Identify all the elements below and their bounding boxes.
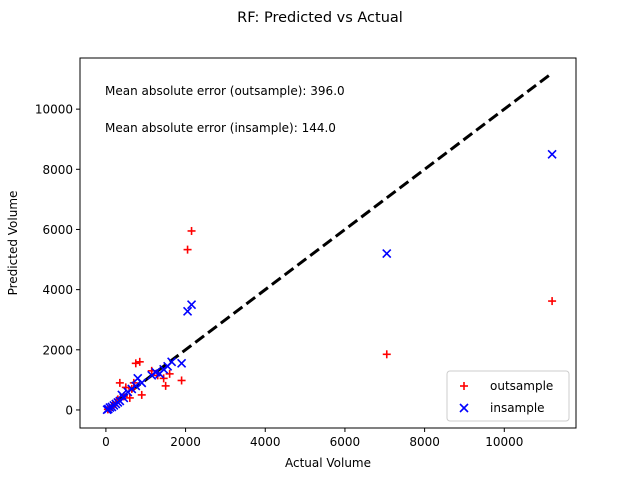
- insample-point: [123, 387, 133, 397]
- legend-label-outsample: outsample: [490, 379, 553, 393]
- x-tick-label: 10000: [485, 435, 523, 449]
- insample-point-d2: [177, 358, 187, 368]
- insample-point: [177, 358, 187, 368]
- insample-point-d2: [547, 149, 557, 159]
- insample-point: [547, 149, 557, 159]
- data-points-layer: [102, 149, 557, 415]
- x-tick-label: 2000: [170, 435, 201, 449]
- outsample-point: [131, 359, 140, 368]
- y-tick-label: 8000: [42, 163, 73, 177]
- x-tick-label: 8000: [409, 435, 440, 449]
- insample-point-d2: [117, 390, 127, 400]
- outsample-point: [177, 376, 186, 385]
- insample-point-d2: [137, 378, 147, 388]
- outsample-point: [125, 393, 134, 402]
- axes-frame: [79, 57, 577, 429]
- x-tick-label: 6000: [330, 435, 361, 449]
- legend-box: [446, 370, 570, 422]
- legend-insample-glyph-d2: [459, 403, 469, 413]
- insample-point-d2: [183, 306, 193, 316]
- chart-title: RF: Predicted vs Actual: [237, 10, 403, 26]
- x-axis-ticks: 0 2000 4000 6000 8000 10000: [102, 428, 523, 449]
- y-tick-label: 6000: [42, 223, 73, 237]
- insample-point-d2: [382, 248, 392, 259]
- reference-line-layer: [104, 71, 554, 412]
- insample-point: [133, 373, 143, 383]
- y-tick-label: 2000: [42, 343, 73, 357]
- legend-marker-outsample: [460, 382, 468, 390]
- x-tick-label: 0: [102, 435, 110, 449]
- outsample-point: [135, 357, 144, 366]
- annotation-insample-mae: Mean absolute error (insample): 144.0: [105, 121, 336, 135]
- legend-outsample-glyph: [460, 382, 468, 390]
- y-axis-label: Predicted Volume: [6, 191, 20, 296]
- insample-point-d2: [147, 370, 157, 380]
- outsample-point: [115, 378, 124, 387]
- y-tick-label: 10000: [35, 103, 73, 117]
- outsample-point: [165, 369, 174, 378]
- x-tick-label: 4000: [250, 435, 281, 449]
- legend-insample-glyph: [459, 403, 469, 413]
- legend-label-insample: insample: [490, 401, 545, 415]
- y-tick-label: 4000: [42, 283, 73, 297]
- annotation-outsample-mae: Mean absolute error (outsample): 396.0: [105, 84, 345, 98]
- outsample-point: [137, 390, 146, 399]
- y-axis-ticks: 0 2000 4000 6000 8000 10000: [35, 103, 80, 417]
- outsample-point: [382, 350, 391, 359]
- insample-point-d2: [155, 369, 165, 379]
- insample-point: [147, 370, 157, 380]
- legend: outsample insample: [446, 370, 570, 422]
- insample-point: [183, 306, 193, 316]
- outsample-point: [161, 381, 170, 390]
- outsample-point: [548, 297, 557, 306]
- outsample-point: [183, 245, 192, 254]
- insample-point: [186, 300, 197, 310]
- insample-point-d2: [102, 405, 112, 415]
- insample-point: [117, 390, 127, 400]
- insample-point: [102, 405, 112, 415]
- insample-point-d2: [186, 300, 197, 310]
- reference-line: [104, 71, 554, 412]
- insample-point-d2: [133, 373, 143, 383]
- y-tick-label: 0: [65, 403, 73, 417]
- x-axis-label: Actual Volume: [285, 456, 371, 470]
- outsample-point: [159, 374, 168, 383]
- insample-point: [382, 248, 392, 259]
- plot-area: [102, 71, 557, 415]
- outsample-point: [187, 226, 196, 235]
- insample-point-d2: [123, 387, 133, 397]
- legend-marker-insample: [459, 403, 469, 413]
